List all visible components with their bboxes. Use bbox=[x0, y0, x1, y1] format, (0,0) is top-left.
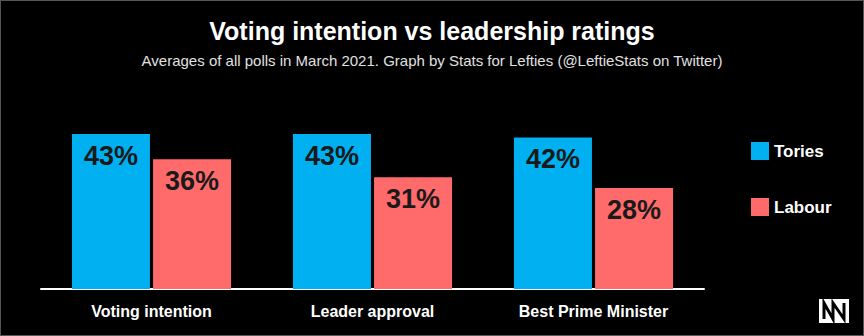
svg-text:Averages of all polls in March: Averages of all polls in March 2021. Gra… bbox=[142, 52, 723, 69]
svg-text:31%: 31% bbox=[386, 184, 440, 214]
svg-text:Leader approval: Leader approval bbox=[311, 303, 435, 320]
svg-text:42%: 42% bbox=[526, 144, 580, 174]
svg-text:Voting intention vs leadership: Voting intention vs leadership ratings bbox=[209, 17, 654, 45]
svg-text:43%: 43% bbox=[305, 141, 359, 171]
svg-text:Tories: Tories bbox=[774, 142, 824, 161]
svg-text:Best Prime Minister: Best Prime Minister bbox=[519, 303, 668, 320]
svg-text:43%: 43% bbox=[84, 141, 138, 171]
svg-text:Labour: Labour bbox=[774, 198, 832, 217]
svg-text:36%: 36% bbox=[165, 166, 219, 196]
svg-text:28%: 28% bbox=[607, 195, 661, 225]
svg-text:Voting intention: Voting intention bbox=[91, 303, 212, 320]
